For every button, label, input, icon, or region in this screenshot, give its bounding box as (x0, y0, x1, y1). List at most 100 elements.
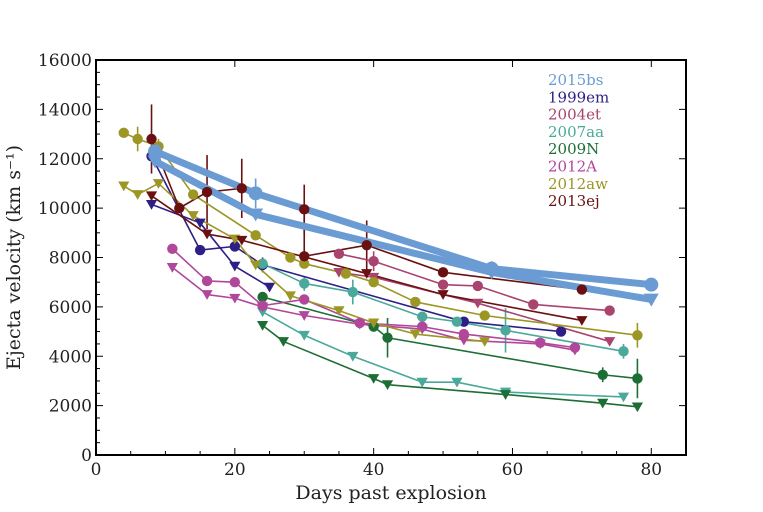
point-circle-2012a (167, 243, 178, 255)
point-circle-2012aw (118, 127, 129, 139)
legend-entry-2015bs: 2015bs (548, 71, 603, 89)
point-triangle-2012aw (132, 190, 144, 200)
y-tick-label: 14000 (38, 100, 92, 120)
point-triangle-2009n (256, 321, 269, 331)
legend-entry-2012aw: 2012aw (548, 175, 608, 193)
x-tick-label: 0 (91, 460, 102, 480)
point-triangle-2004et (472, 298, 484, 309)
axis-ticks-layer: 0 20 40 60 80 0 2000 4000 6000 8000 10000 12000 1400… (38, 51, 686, 480)
point-triangle-2007aa (451, 377, 463, 388)
point-triangle-2009n (631, 402, 644, 413)
point-circle-2013ej (146, 133, 157, 145)
point-circle-2009n (632, 373, 643, 384)
point-circle-2004et (472, 280, 483, 292)
point-triangle-2012a (416, 324, 428, 335)
point-circle-2012aw (632, 330, 643, 341)
point-circle-2013ej (576, 284, 588, 295)
point-triangle-2012aw (409, 329, 421, 340)
point-triangle-2013ej (236, 235, 248, 246)
point-triangle-2012aw (152, 179, 165, 189)
point-triangle-2012aw (250, 260, 262, 271)
series-1999em (145, 151, 567, 337)
series-2012a (166, 243, 581, 356)
point-triangle-2004et (604, 337, 616, 347)
point-circle-2012a (201, 275, 213, 287)
y-tick-label: 4000 (49, 347, 92, 367)
y-axis-label: Ejecta velocity (km s⁻¹) (3, 145, 25, 370)
point-circle-2009n (597, 369, 608, 380)
series-2012aw (118, 127, 643, 347)
legend-entry-2012a: 2012A (548, 158, 597, 176)
point-triangle-2012aw (118, 181, 130, 192)
point-circle-2012aw (340, 268, 352, 279)
point-circle-2012aw (368, 276, 379, 288)
legend-entry-2007aa: 2007aa (548, 123, 604, 141)
series-2004et (333, 248, 616, 347)
point-triangle-2015bs (147, 155, 163, 169)
point-circle-2012aw (479, 310, 490, 321)
point-triangle-1999em (145, 200, 158, 210)
point-circle-2009n (257, 291, 268, 303)
point-circle-1999em (194, 244, 206, 256)
y-tick-label: 6000 (49, 298, 92, 318)
point-triangle-2009n (368, 374, 380, 384)
series-2013ej (145, 133, 588, 326)
point-triangle-2013ej (361, 269, 373, 279)
point-circle-2004et (437, 279, 449, 290)
point-triangle-2012aw (187, 211, 199, 221)
point-circle-2013ej (361, 239, 372, 251)
point-triangle-2012a (298, 311, 310, 321)
y-tick-label: 16000 (38, 51, 92, 71)
legend: 2015bs1999em2004et2007aa2009N2012A2012aw… (548, 71, 609, 210)
point-triangle-2007aa (298, 330, 310, 341)
x-axis-label: Days past explosion (295, 482, 486, 504)
x-tick-label: 60 (502, 460, 524, 480)
point-triangle-2012a (458, 335, 470, 346)
point-triangle-2009n (597, 398, 609, 409)
point-triangle-2012a (534, 339, 546, 350)
point-circle-2009n (382, 332, 393, 343)
point-circle-2004et (604, 305, 615, 316)
legend-entry-1999em: 1999em (548, 88, 609, 106)
point-triangle-1999em (229, 261, 241, 272)
point-triangle-2013ej (201, 229, 213, 240)
point-triangle-2012a (201, 290, 213, 300)
x-tick-label: 40 (363, 460, 385, 480)
line-triangles-1999em (150, 203, 271, 288)
line-circles-2012a (171, 248, 576, 349)
point-circle-2012a (229, 276, 241, 288)
point-circle-2007aa (417, 311, 428, 322)
legend-entry-2013ej: 2013ej (548, 192, 600, 210)
point-circle-2013ej (299, 204, 310, 215)
point-triangle-2012a (229, 293, 241, 304)
point-circle-2012a (299, 294, 310, 305)
y-tick-label: 12000 (38, 150, 92, 170)
point-circle-2012aw (410, 296, 421, 308)
series-2015bs (147, 144, 659, 307)
point-circle-2015bs (644, 277, 659, 292)
point-circle-2004et (368, 256, 379, 267)
legend-entry-2009n: 2009N (548, 140, 599, 158)
point-circle-2012aw (187, 189, 199, 200)
point-triangle-2007aa (347, 351, 359, 362)
point-triangle-2012a (354, 319, 366, 330)
series-2007aa (256, 258, 630, 403)
legend-entry-2004et: 2004et (548, 106, 601, 124)
markers-layer (118, 127, 659, 413)
point-circle-1999em (229, 241, 241, 252)
point-circle-2007aa (618, 346, 629, 357)
x-tick-label: 20 (224, 460, 246, 480)
point-triangle-2013ej (437, 290, 449, 300)
y-tick-label: 10000 (38, 199, 92, 219)
point-circle-2007aa (451, 316, 463, 327)
y-tick-label: 0 (81, 446, 92, 466)
point-circle-1999em (555, 326, 567, 337)
point-circle-2012aw (299, 258, 310, 269)
point-circle-2012aw (250, 230, 261, 241)
point-triangle-2013ej (576, 316, 588, 326)
point-triangle-2007aa (617, 392, 630, 403)
point-circle-2004et (333, 248, 345, 259)
point-triangle-2013ej (145, 191, 158, 202)
point-circle-2013ej (174, 202, 185, 214)
